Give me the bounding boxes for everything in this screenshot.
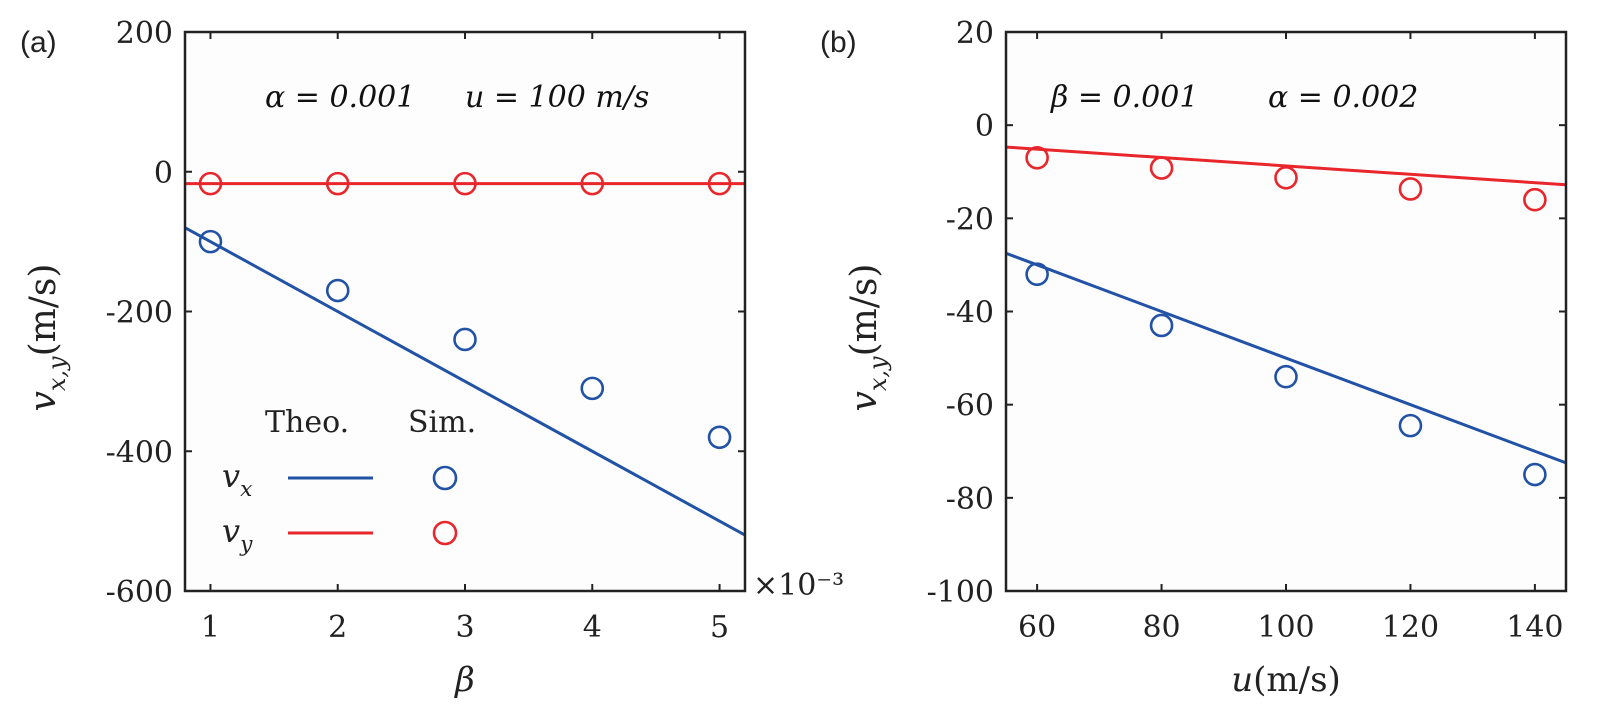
panel-b-annotation-beta: β = 0.001 bbox=[1050, 80, 1198, 115]
panel-b-annotation-alpha: α = 0.002 bbox=[1268, 80, 1418, 115]
panel-b-y-tick-label: -100 bbox=[927, 575, 994, 610]
panel-a: 1 2 3 4 5 -600 -400 -200 0 200 vx,y(m/s) β ×10⁻³ α = … bbox=[23, 16, 844, 700]
panel-a-sim-marker-vy bbox=[580, 171, 605, 196]
panel-b-y-axis-label: vx,y(m/s) bbox=[844, 264, 892, 412]
panel-a-sim-marker-vy bbox=[325, 171, 350, 196]
legend-label-vx-text: vx bbox=[222, 457, 252, 502]
panel-b-theory-line-vy bbox=[1006, 145, 1566, 187]
panel-b-y-tick-label: -60 bbox=[946, 389, 994, 424]
panel-a-x-tick-label: 2 bbox=[328, 610, 347, 645]
panel-b-y-tick-label: 0 bbox=[975, 109, 994, 144]
panel-b-x-tick-label: 100 bbox=[1257, 610, 1314, 645]
legend-marker-vx bbox=[432, 465, 458, 491]
panel-a-sim-marker-vx bbox=[453, 327, 477, 352]
panel-a-x-tick-label: 1 bbox=[201, 610, 220, 645]
panel-a-annotation-alpha: α = 0.001 bbox=[265, 80, 415, 115]
panel-a-sim-marker-vx bbox=[198, 229, 223, 254]
panel-b-y-tick-label: 20 bbox=[956, 16, 994, 51]
panel-a-y-axis-label: vx,y(m/s) bbox=[23, 264, 71, 412]
panel-a-y-tick-label: 0 bbox=[154, 156, 173, 191]
panel-a-sim-marker-vy bbox=[453, 171, 477, 196]
panel-a-y-tick-label: 200 bbox=[116, 16, 173, 51]
panel-a-plot-area bbox=[185, 32, 745, 591]
panel-b-sim-marker-vy bbox=[1398, 177, 1423, 201]
panel-a-x-axis-label: β bbox=[453, 660, 475, 700]
panel-b-sim-marker-vx bbox=[1025, 262, 1049, 287]
panel-b-sim-marker-vx bbox=[1398, 413, 1423, 438]
panel-a-legend: Theo. Sim. vx vy bbox=[222, 405, 476, 557]
panel-b-label: (b) bbox=[820, 26, 857, 59]
panel-b-y-axis-label-text: vx,y(m/s) bbox=[844, 264, 892, 412]
panel-a-x-tick-label: 4 bbox=[583, 610, 602, 645]
legend-label-vy: vy bbox=[222, 512, 253, 557]
panel-b-x-tick-label: 120 bbox=[1382, 610, 1439, 645]
panel-a-x-tick-label: 3 bbox=[455, 610, 474, 645]
panel-a-y-tick-label: -200 bbox=[106, 296, 173, 331]
panel-b-sim-marker-vy bbox=[1523, 187, 1547, 212]
legend-marker-vy bbox=[432, 520, 458, 546]
panel-b-x-tick-label: 140 bbox=[1506, 610, 1563, 645]
panel-b-y-tick-label: -20 bbox=[946, 202, 994, 237]
panel-a-y-tick-label: -400 bbox=[106, 435, 173, 470]
panel-a-x-multiplier: ×10⁻³ bbox=[753, 568, 844, 603]
legend-header-sim: Sim. bbox=[408, 405, 476, 440]
panel-a-sim-marker-vx bbox=[580, 376, 605, 401]
panel-b-y-tick-label: -80 bbox=[946, 482, 994, 517]
panel-b-sim-marker-vx bbox=[1149, 313, 1174, 338]
panel-b-sim-marker-vy bbox=[1025, 145, 1049, 170]
panel-a-y-tick-label: -600 bbox=[106, 575, 173, 610]
panel-a-x-tick-label: 5 bbox=[710, 610, 729, 645]
panel-b-sim-marker-vy bbox=[1149, 156, 1174, 180]
panel-b-x-tick-label: 60 bbox=[1018, 610, 1056, 645]
legend-label-vx: vx bbox=[222, 457, 252, 502]
panel-a-label: (a) bbox=[20, 26, 57, 59]
panel-a-sim-marker-vy bbox=[707, 171, 732, 196]
panel-a-sim-marker-vx bbox=[707, 425, 732, 450]
panel-b-x-axis-label: u(m/s) bbox=[1231, 660, 1341, 700]
legend-header-theory: Theo. bbox=[265, 405, 349, 440]
panel-a-y-axis-label-text: vx,y(m/s) bbox=[23, 264, 71, 412]
panel-b-y-tick-label: -40 bbox=[946, 296, 994, 331]
panel-b-plot-area bbox=[1006, 32, 1566, 591]
panel-a-annotation-u: u = 100 m/s bbox=[465, 80, 649, 115]
panel-a-sim-marker-vy bbox=[198, 171, 223, 196]
panel-b-x-tick-label: 80 bbox=[1142, 610, 1180, 645]
panel-b-sim-marker-vx bbox=[1274, 364, 1298, 389]
legend-label-vy-text: vy bbox=[222, 512, 253, 557]
panel-b-sim-marker-vy bbox=[1274, 166, 1298, 190]
panel-a-sim-marker-vx bbox=[325, 278, 350, 303]
panel-b-sim-marker-vx bbox=[1523, 462, 1547, 487]
panel-b-theory-line-vx bbox=[1006, 251, 1566, 465]
panel-b: 60 80 100 120 140 -100 -80 -60 -40 -20 0 20 vx,y(m/s… bbox=[844, 16, 1568, 700]
panel-a-theory-line-vx bbox=[185, 226, 745, 537]
